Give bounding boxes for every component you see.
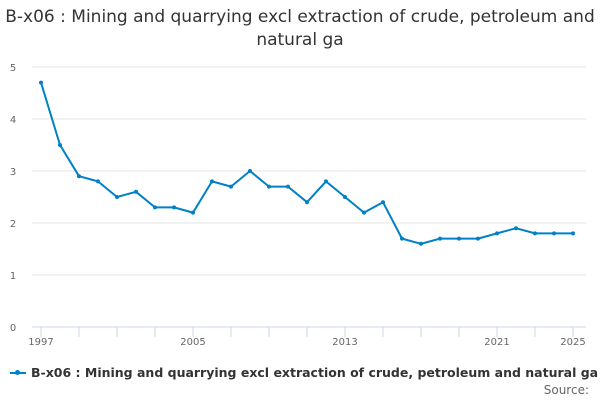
data-point — [134, 189, 138, 194]
chart-title: B-x06 : Mining and quarrying excl extrac… — [5, 7, 595, 50]
data-point — [476, 236, 480, 241]
data-point — [248, 169, 252, 173]
data-point — [514, 226, 518, 231]
data-point — [286, 184, 290, 189]
data-point — [324, 179, 328, 184]
series-line — [40, 82, 573, 245]
data-point — [400, 236, 404, 241]
legend-swatch — [10, 369, 26, 375]
y-tick-label: 4 — [10, 115, 16, 126]
data-point — [343, 195, 347, 199]
data-point — [58, 143, 62, 147]
data-point — [495, 231, 499, 236]
x-tick-label: 1997 — [28, 337, 53, 348]
y-tick-label: 0 — [10, 323, 16, 334]
x-tick-label: 2021 — [484, 337, 509, 348]
legend-label: B-x06 : Mining and quarrying excl extrac… — [31, 365, 599, 380]
data-point — [172, 205, 176, 210]
data-point — [305, 200, 309, 205]
data-point — [115, 195, 119, 199]
source-label: Source: — [543, 383, 589, 397]
legend-item[interactable]: B-x06 : Mining and quarrying excl extrac… — [10, 365, 598, 380]
x-tick-label: 2005 — [180, 337, 205, 348]
x-tick-label: 2013 — [332, 337, 357, 348]
data-point — [571, 231, 575, 236]
data-point — [229, 184, 233, 189]
y-tick-label: 5 — [10, 63, 16, 74]
y-tick-label: 3 — [10, 167, 16, 178]
data-point — [210, 179, 214, 184]
x-tick-label: 2025 — [560, 337, 585, 348]
y-tick-label: 1 — [10, 271, 16, 282]
data-point — [552, 231, 556, 236]
data-point — [77, 174, 81, 179]
data-point — [533, 231, 537, 236]
data-point — [267, 184, 271, 189]
data-point — [39, 80, 43, 85]
data-point — [191, 210, 195, 215]
data-point — [438, 236, 442, 241]
line-chart: 0 1 2 3 4 5 1997 2005 2013 2021 2025 — [10, 63, 586, 348]
y-tick-label: 2 — [10, 219, 16, 230]
data-point — [362, 210, 366, 215]
data-point — [457, 236, 461, 241]
data-point — [153, 205, 157, 210]
data-point — [381, 200, 385, 205]
data-point — [419, 241, 423, 246]
data-point — [96, 179, 100, 184]
